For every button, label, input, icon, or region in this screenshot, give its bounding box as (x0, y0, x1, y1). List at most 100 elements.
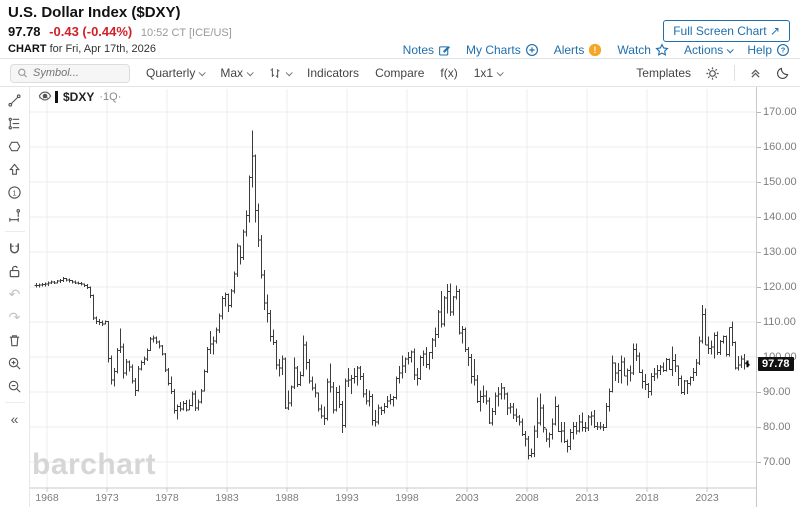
full-screen-chart-button[interactable]: Full Screen Chart ↗ (663, 20, 790, 42)
y-axis-tick (757, 392, 761, 393)
tools-divider (4, 402, 25, 403)
header: U.S. Dollar Index ($DXY) 97.78 -0.43 (-0… (0, 0, 800, 59)
chart-region: 1 ↶ ↷ « 1968 1973 1978 1983 1988 1993 1998 2003… (0, 87, 800, 507)
measure-tool[interactable] (4, 206, 26, 224)
eye-icon[interactable] (38, 90, 52, 102)
svg-text:!: ! (594, 45, 597, 55)
indicators-button[interactable]: Indicators (307, 66, 360, 80)
x-axis-label: 1988 (275, 492, 299, 504)
y-axis-label: 120.00 (763, 281, 797, 293)
gear-icon (706, 66, 719, 80)
notes-pencil-icon (439, 45, 450, 55)
toolbar-right: Templates (636, 65, 790, 81)
x-axis-label: 2008 (515, 492, 539, 504)
x-axis-line (30, 487, 756, 492)
expressions-button[interactable]: f(x) (440, 66, 458, 80)
y-axis-tick (757, 147, 761, 148)
expand-arrow-icon: ↗ (769, 24, 780, 38)
x-axis-label: 2003 (455, 492, 479, 504)
y-axis-label: 70.00 (763, 456, 791, 468)
search-icon (18, 68, 28, 78)
y-axis-label: 170.00 (763, 106, 797, 118)
chevron-down-icon (246, 68, 254, 76)
y-axis-label: 130.00 (763, 246, 797, 258)
x-axis-label: 1973 (95, 492, 119, 504)
svg-text:?: ? (781, 46, 786, 55)
range-dropdown[interactable]: Max (220, 66, 254, 80)
y-axis-tick (757, 427, 761, 428)
help-icon: ? (777, 44, 789, 56)
series-legend: ⋯ $DXY ·1Q· (38, 90, 121, 104)
help-link[interactable]: Help ? (747, 43, 790, 57)
period-dropdown[interactable]: Quarterly (146, 66, 207, 80)
compare-button[interactable]: Compare (375, 66, 425, 80)
zoom-out-button[interactable] (4, 377, 26, 395)
x-axis-label: 2023 (695, 492, 719, 504)
y-axis-tick (757, 287, 761, 288)
y-axis-tick (757, 322, 761, 323)
quote-time: 10:52 CT [ICE/US] (140, 27, 232, 39)
x-axis-label: 1978 (155, 492, 179, 504)
header-links: Notes My Charts Alerts ! Watch Actions H… (403, 43, 790, 57)
y-axis-label: 160.00 (763, 141, 797, 153)
legend-interval: ·1Q· (99, 91, 122, 103)
chart-date-line: CHART for Fri, Apr 17th, 2026 (8, 43, 156, 55)
delete-drawings-button[interactable] (4, 331, 26, 349)
y-axis-tick (757, 182, 761, 183)
actions-menu[interactable]: Actions (684, 43, 735, 57)
gridlines (30, 89, 756, 488)
current-ohlc-bar (745, 360, 750, 368)
price-chart-svg: 1968 1973 1978 1983 1988 1993 1998 2003 2008 2013… (30, 89, 756, 504)
ohlc-bars (34, 130, 747, 460)
shapes-tool[interactable] (4, 137, 26, 155)
series-color-swatch (55, 91, 58, 103)
symbol-search[interactable] (10, 63, 130, 83)
y-axis-label: 80.00 (763, 421, 791, 433)
undo-button[interactable]: ↶ (8, 286, 21, 302)
redo-button[interactable]: ↷ (8, 309, 21, 325)
magnet-tool[interactable] (4, 239, 26, 257)
trendline-tool[interactable] (4, 91, 26, 109)
zoom-in-button[interactable] (4, 354, 26, 372)
moon-icon (776, 67, 789, 80)
tools-divider (4, 231, 25, 232)
x-axis-label: 1983 (215, 492, 239, 504)
layout-dropdown[interactable]: 1x1 (474, 66, 504, 80)
last-price: 97.78 (8, 24, 41, 39)
alerts-link[interactable]: Alerts ! (554, 43, 603, 57)
watch-link[interactable]: Watch (617, 43, 669, 57)
chevron-down-icon (285, 68, 293, 76)
x-axis-label: 2013 (575, 492, 599, 504)
collapse-panel-button[interactable]: « (10, 411, 19, 427)
collapse-toolbar-button[interactable] (749, 67, 762, 80)
barchart-watermark: barchart (32, 448, 157, 481)
price-axis[interactable]: 97.78 170.00 160.00 150.00 140.00 130.00 120.… (756, 87, 800, 507)
drawing-toolbar: 1 ↶ ↷ « (0, 87, 30, 507)
chevron-down-icon (496, 68, 504, 76)
x-axis-label: 1998 (395, 492, 419, 504)
price-plot[interactable]: 1968 1973 1978 1983 1988 1993 1998 2003 2008 2013… (30, 87, 756, 507)
annotation-tool[interactable]: 1 (4, 183, 26, 201)
x-axis-label: 1993 (335, 492, 359, 504)
notes-link[interactable]: Notes (403, 43, 451, 57)
templates-button[interactable]: Templates (636, 66, 691, 80)
alert-icon: ! (589, 43, 602, 57)
my-charts-link[interactable]: My Charts (466, 43, 539, 57)
settings-button[interactable] (705, 66, 720, 81)
legend-symbol: $DXY (63, 90, 95, 104)
arrow-tool[interactable] (4, 160, 26, 178)
ohlc-bars-icon (270, 68, 280, 78)
y-axis-label: 110.00 (763, 316, 796, 328)
chart-type-dropdown[interactable] (268, 66, 293, 80)
chart-toolbar: Quarterly Max Indicators Compare f(x) 1x… (0, 60, 800, 87)
svg-text:1: 1 (12, 188, 16, 197)
y-axis-label: 90.00 (763, 386, 791, 398)
y-axis-label: 150.00 (763, 176, 797, 188)
y-axis-tick (757, 252, 761, 253)
fibonacci-tool[interactable] (4, 114, 26, 132)
lock-tool[interactable] (4, 262, 26, 280)
dark-mode-toggle[interactable] (776, 66, 790, 80)
x-axis-label: 2018 (635, 492, 659, 504)
search-input[interactable] (33, 67, 123, 79)
